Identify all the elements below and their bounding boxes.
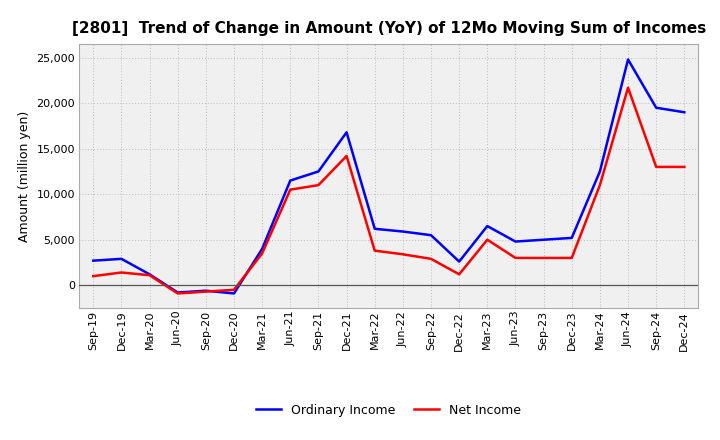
Net Income — [624, 85, 632, 90]
Ordinary Income — [652, 105, 660, 110]
Ordinary Income — [230, 291, 238, 296]
Ordinary Income — [89, 258, 98, 263]
Ordinary Income — [624, 57, 632, 62]
Net Income — [314, 183, 323, 188]
Legend: Ordinary Income, Net Income: Ordinary Income, Net Income — [251, 399, 526, 422]
Ordinary Income — [595, 169, 604, 174]
Net Income — [89, 274, 98, 279]
Net Income — [427, 256, 436, 261]
Net Income — [483, 237, 492, 242]
Net Income — [230, 287, 238, 293]
Ordinary Income — [117, 256, 126, 261]
Net Income — [511, 255, 520, 260]
Ordinary Income — [427, 232, 436, 238]
Net Income — [370, 248, 379, 253]
Net Income — [202, 289, 210, 294]
Net Income — [455, 271, 464, 277]
Ordinary Income — [567, 235, 576, 241]
Line: Net Income: Net Income — [94, 88, 684, 293]
Ordinary Income — [511, 239, 520, 244]
Ordinary Income — [680, 110, 688, 115]
Ordinary Income — [370, 226, 379, 231]
Ordinary Income — [174, 290, 182, 295]
Net Income — [680, 164, 688, 169]
Net Income — [286, 187, 294, 192]
Net Income — [595, 183, 604, 188]
Net Income — [258, 251, 266, 256]
Net Income — [567, 255, 576, 260]
Net Income — [399, 252, 408, 257]
Title: [2801]  Trend of Change in Amount (YoY) of 12Mo Moving Sum of Incomes: [2801] Trend of Change in Amount (YoY) o… — [72, 21, 706, 36]
Ordinary Income — [483, 224, 492, 229]
Net Income — [539, 255, 548, 260]
Ordinary Income — [286, 178, 294, 183]
Ordinary Income — [145, 271, 154, 277]
Ordinary Income — [399, 229, 408, 234]
Ordinary Income — [258, 246, 266, 252]
Line: Ordinary Income: Ordinary Income — [94, 59, 684, 293]
Ordinary Income — [202, 288, 210, 293]
Net Income — [652, 164, 660, 169]
Y-axis label: Amount (million yen): Amount (million yen) — [18, 110, 31, 242]
Ordinary Income — [314, 169, 323, 174]
Net Income — [117, 270, 126, 275]
Ordinary Income — [342, 130, 351, 135]
Ordinary Income — [539, 237, 548, 242]
Net Income — [174, 291, 182, 296]
Ordinary Income — [455, 259, 464, 264]
Net Income — [342, 153, 351, 158]
Net Income — [145, 273, 154, 278]
